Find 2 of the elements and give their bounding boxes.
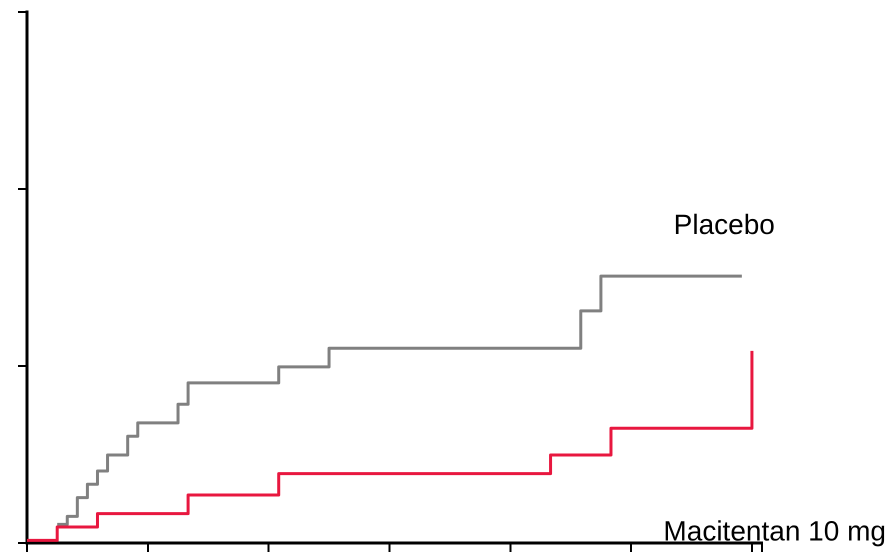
text: Macitentan 10 mg (663, 516, 886, 547)
series-label: Placebo (674, 208, 775, 240)
